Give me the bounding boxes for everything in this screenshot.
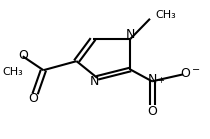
Text: CH₃: CH₃ bbox=[2, 67, 23, 77]
Text: N: N bbox=[126, 28, 135, 41]
Text: N: N bbox=[89, 75, 99, 88]
Text: +: + bbox=[158, 76, 164, 85]
Text: O: O bbox=[18, 49, 28, 62]
Text: O: O bbox=[28, 92, 38, 105]
Text: O: O bbox=[180, 67, 190, 80]
Text: CH₃: CH₃ bbox=[155, 10, 176, 20]
Text: O: O bbox=[147, 105, 157, 118]
Text: −: − bbox=[192, 65, 200, 75]
Text: N: N bbox=[147, 73, 157, 86]
